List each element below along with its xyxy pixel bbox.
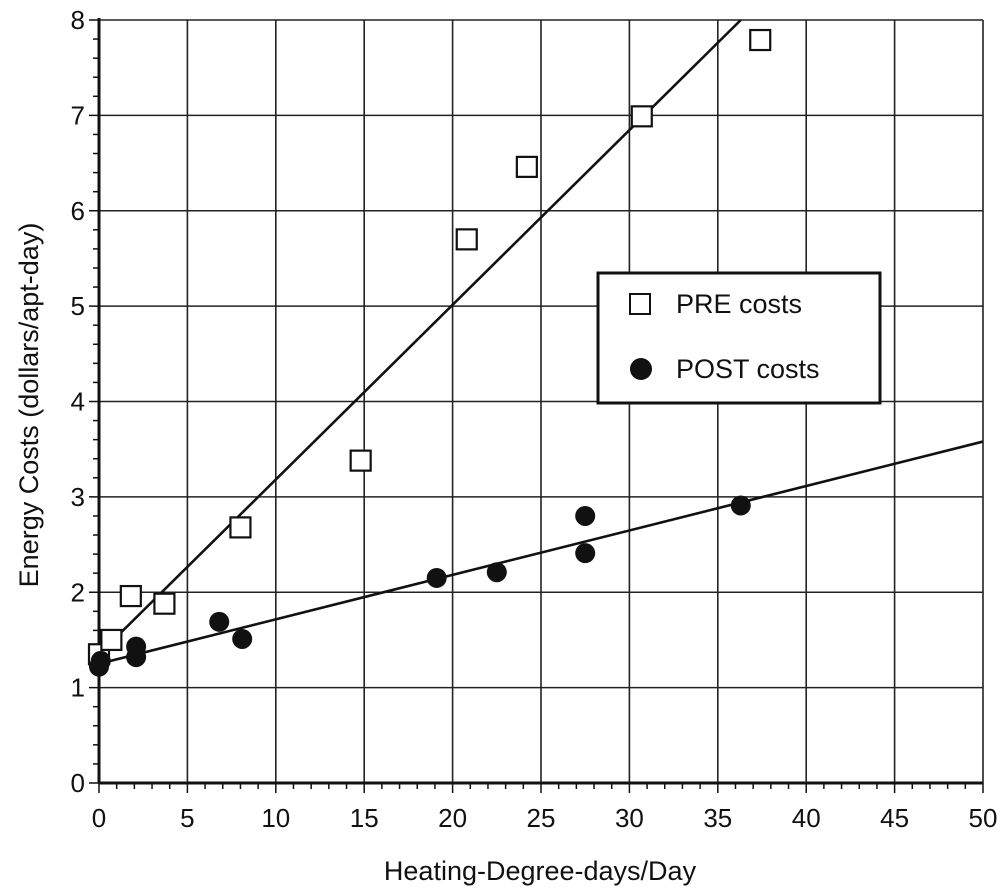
pre-cost-point (749, 28, 772, 52)
x-tick-label: 30 (615, 803, 644, 833)
post-cost-point (209, 611, 230, 632)
y-tick-label: 3 (71, 482, 85, 512)
legend-label-pre: PRE costs (676, 289, 802, 319)
post-cost-point (126, 636, 147, 657)
pre-cost-point (630, 105, 653, 128)
x-tick-label: 50 (969, 803, 998, 833)
post-cost-point (575, 505, 596, 526)
post-cost-point (232, 628, 253, 649)
pre-cost-point (349, 449, 372, 472)
pre-cost-point (455, 228, 478, 251)
data-points (87, 28, 772, 677)
post-cost-point (426, 567, 447, 588)
x-tick-label: 15 (350, 803, 379, 833)
post-cost-point (575, 543, 596, 564)
post-cost-point (486, 562, 507, 583)
post-cost-point (730, 495, 751, 516)
post-fit-line (98, 440, 984, 666)
legend-marker-pre (629, 293, 651, 315)
y-tick-label: 0 (71, 768, 85, 798)
y-tick-label: 2 (71, 577, 85, 607)
legend-marker-post (630, 358, 652, 380)
post-cost-point (90, 650, 111, 671)
x-tick-label: 40 (792, 803, 821, 833)
y-tick-label: 1 (71, 673, 85, 703)
y-tick-label: 8 (71, 5, 85, 35)
pre-cost-point (153, 592, 176, 615)
y-tick-label: 7 (71, 100, 85, 130)
y-tick-label: 6 (71, 196, 85, 226)
axes (89, 18, 984, 793)
legend-label-post: POST costs (676, 354, 820, 384)
x-axis-title: Heating-Degree-days/Day (384, 856, 697, 886)
y-tick-label: 5 (71, 291, 85, 321)
x-tick-label: 25 (527, 803, 556, 833)
pre-cost-point (100, 628, 123, 652)
x-tick-labels: 0 5 10 15 20 25 30 35 40 45 50 (92, 803, 998, 833)
pre-cost-point (515, 155, 538, 178)
y-axis-title: Energy Costs (dollars/apt-day) (14, 223, 44, 588)
pre-cost-point (229, 516, 252, 539)
x-tick-label: 35 (703, 803, 732, 833)
x-tick-label: 45 (880, 803, 909, 833)
x-tick-label: 20 (438, 803, 467, 833)
legend: PRE costs POST costs (596, 271, 882, 405)
y-tick-labels: 0 1 2 3 4 5 6 7 8 (71, 5, 85, 798)
pre-cost-point (119, 584, 142, 608)
x-tick-label: 0 (92, 803, 106, 833)
x-tick-label: 5 (180, 803, 194, 833)
x-tick-label: 10 (261, 803, 290, 833)
y-tick-label: 4 (71, 387, 85, 417)
